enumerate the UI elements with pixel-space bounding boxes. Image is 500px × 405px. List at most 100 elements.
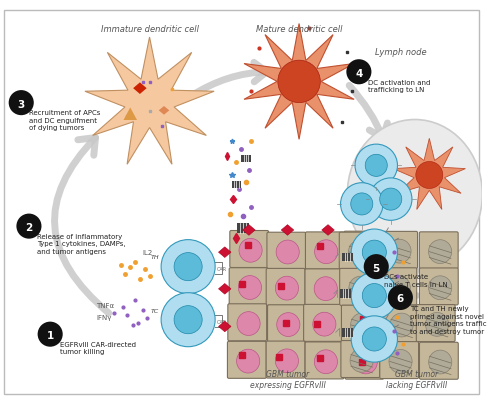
Ellipse shape [348,241,372,264]
Circle shape [380,189,402,211]
Text: 3: 3 [18,99,25,109]
Circle shape [161,240,215,294]
FancyBboxPatch shape [345,342,384,379]
Circle shape [278,61,320,103]
Bar [342,328,352,337]
Circle shape [346,60,372,85]
Ellipse shape [348,120,482,269]
Text: GBM tumor
expressing EGFRvIII: GBM tumor expressing EGFRvIII [250,369,326,389]
FancyBboxPatch shape [420,268,458,305]
FancyBboxPatch shape [379,232,418,269]
Ellipse shape [276,241,299,264]
Circle shape [362,327,386,351]
Polygon shape [218,284,231,294]
Circle shape [351,273,398,319]
Ellipse shape [387,276,410,300]
Circle shape [340,183,383,226]
Polygon shape [218,247,231,258]
FancyBboxPatch shape [267,232,306,270]
Circle shape [370,179,412,221]
Text: 4: 4 [355,68,362,79]
Circle shape [362,241,386,264]
Text: DCs activate
naive T cells in LN: DCs activate naive T cells in LN [384,274,448,287]
FancyBboxPatch shape [228,304,266,341]
FancyBboxPatch shape [340,269,378,306]
Text: DC activation and
trafficking to LN: DC activation and trafficking to LN [368,79,430,93]
FancyBboxPatch shape [416,305,455,342]
FancyArrowPatch shape [54,138,109,313]
FancyBboxPatch shape [420,232,458,269]
Polygon shape [322,225,334,236]
Text: TC and TH newly
primed against novel
tumor antigens traffic
to and destroy tumor: TC and TH newly primed against novel tum… [410,305,486,334]
FancyBboxPatch shape [340,232,378,269]
Polygon shape [281,225,294,236]
Text: Lymph node: Lymph node [374,47,426,57]
Text: CAR: CAR [217,319,227,324]
Ellipse shape [276,277,298,301]
Ellipse shape [388,240,411,263]
FancyBboxPatch shape [380,342,418,379]
Bar [241,156,251,163]
Ellipse shape [239,239,262,262]
FancyBboxPatch shape [304,305,343,341]
FancyBboxPatch shape [420,342,459,379]
Circle shape [362,284,386,308]
Polygon shape [244,24,354,140]
Circle shape [388,285,413,310]
Ellipse shape [428,240,452,264]
Text: Recruitment of APCs
and DC engulfment
of dying tumors: Recruitment of APCs and DC engulfment of… [29,110,101,131]
Circle shape [174,253,202,281]
Ellipse shape [313,313,336,336]
Ellipse shape [350,313,374,337]
Circle shape [8,91,34,116]
FancyBboxPatch shape [268,305,306,342]
Circle shape [365,155,388,177]
Circle shape [351,230,398,276]
FancyBboxPatch shape [341,341,380,377]
Circle shape [350,194,373,215]
Ellipse shape [238,276,262,300]
Circle shape [416,162,443,189]
FancyBboxPatch shape [345,268,384,305]
Ellipse shape [428,350,452,374]
Ellipse shape [237,312,260,336]
Text: IL2: IL2 [143,249,153,256]
Text: 5: 5 [372,263,380,273]
Ellipse shape [350,349,373,372]
Text: Immature dendritic cell: Immature dendritic cell [100,24,198,34]
FancyBboxPatch shape [266,341,305,378]
Text: 6: 6 [396,294,404,304]
Text: Release of inflammatory
Type 1 cytokines, DAMPs,
and tumor antigens: Release of inflammatory Type 1 cytokines… [36,233,126,254]
Polygon shape [85,38,214,165]
FancyBboxPatch shape [306,232,344,269]
Ellipse shape [354,350,378,374]
Text: IFNγ: IFNγ [96,314,112,320]
Circle shape [364,254,389,279]
FancyBboxPatch shape [4,11,478,394]
Circle shape [16,214,42,239]
Text: EGFRvIII CAR-directed
tumor killing: EGFRvIII CAR-directed tumor killing [60,341,136,354]
Bar [342,253,352,262]
Bar [238,224,249,233]
Ellipse shape [390,313,413,337]
Text: TNFα: TNFα [96,303,114,309]
FancyBboxPatch shape [266,269,305,306]
Ellipse shape [428,276,452,300]
FancyArrowPatch shape [401,241,419,299]
FancyBboxPatch shape [230,231,268,268]
FancyBboxPatch shape [305,342,344,379]
FancyBboxPatch shape [346,306,385,343]
Polygon shape [393,139,466,210]
Polygon shape [242,225,255,236]
Circle shape [351,316,398,362]
FancyBboxPatch shape [229,268,268,305]
FancyArrowPatch shape [190,63,266,97]
Ellipse shape [354,276,377,300]
Text: GBM tumor
lacking EGFRvIII: GBM tumor lacking EGFRvIII [386,369,448,389]
Ellipse shape [276,349,298,373]
FancyBboxPatch shape [344,232,383,269]
Ellipse shape [355,313,378,337]
FancyBboxPatch shape [342,305,380,342]
Bar [232,181,241,189]
Ellipse shape [276,313,300,337]
